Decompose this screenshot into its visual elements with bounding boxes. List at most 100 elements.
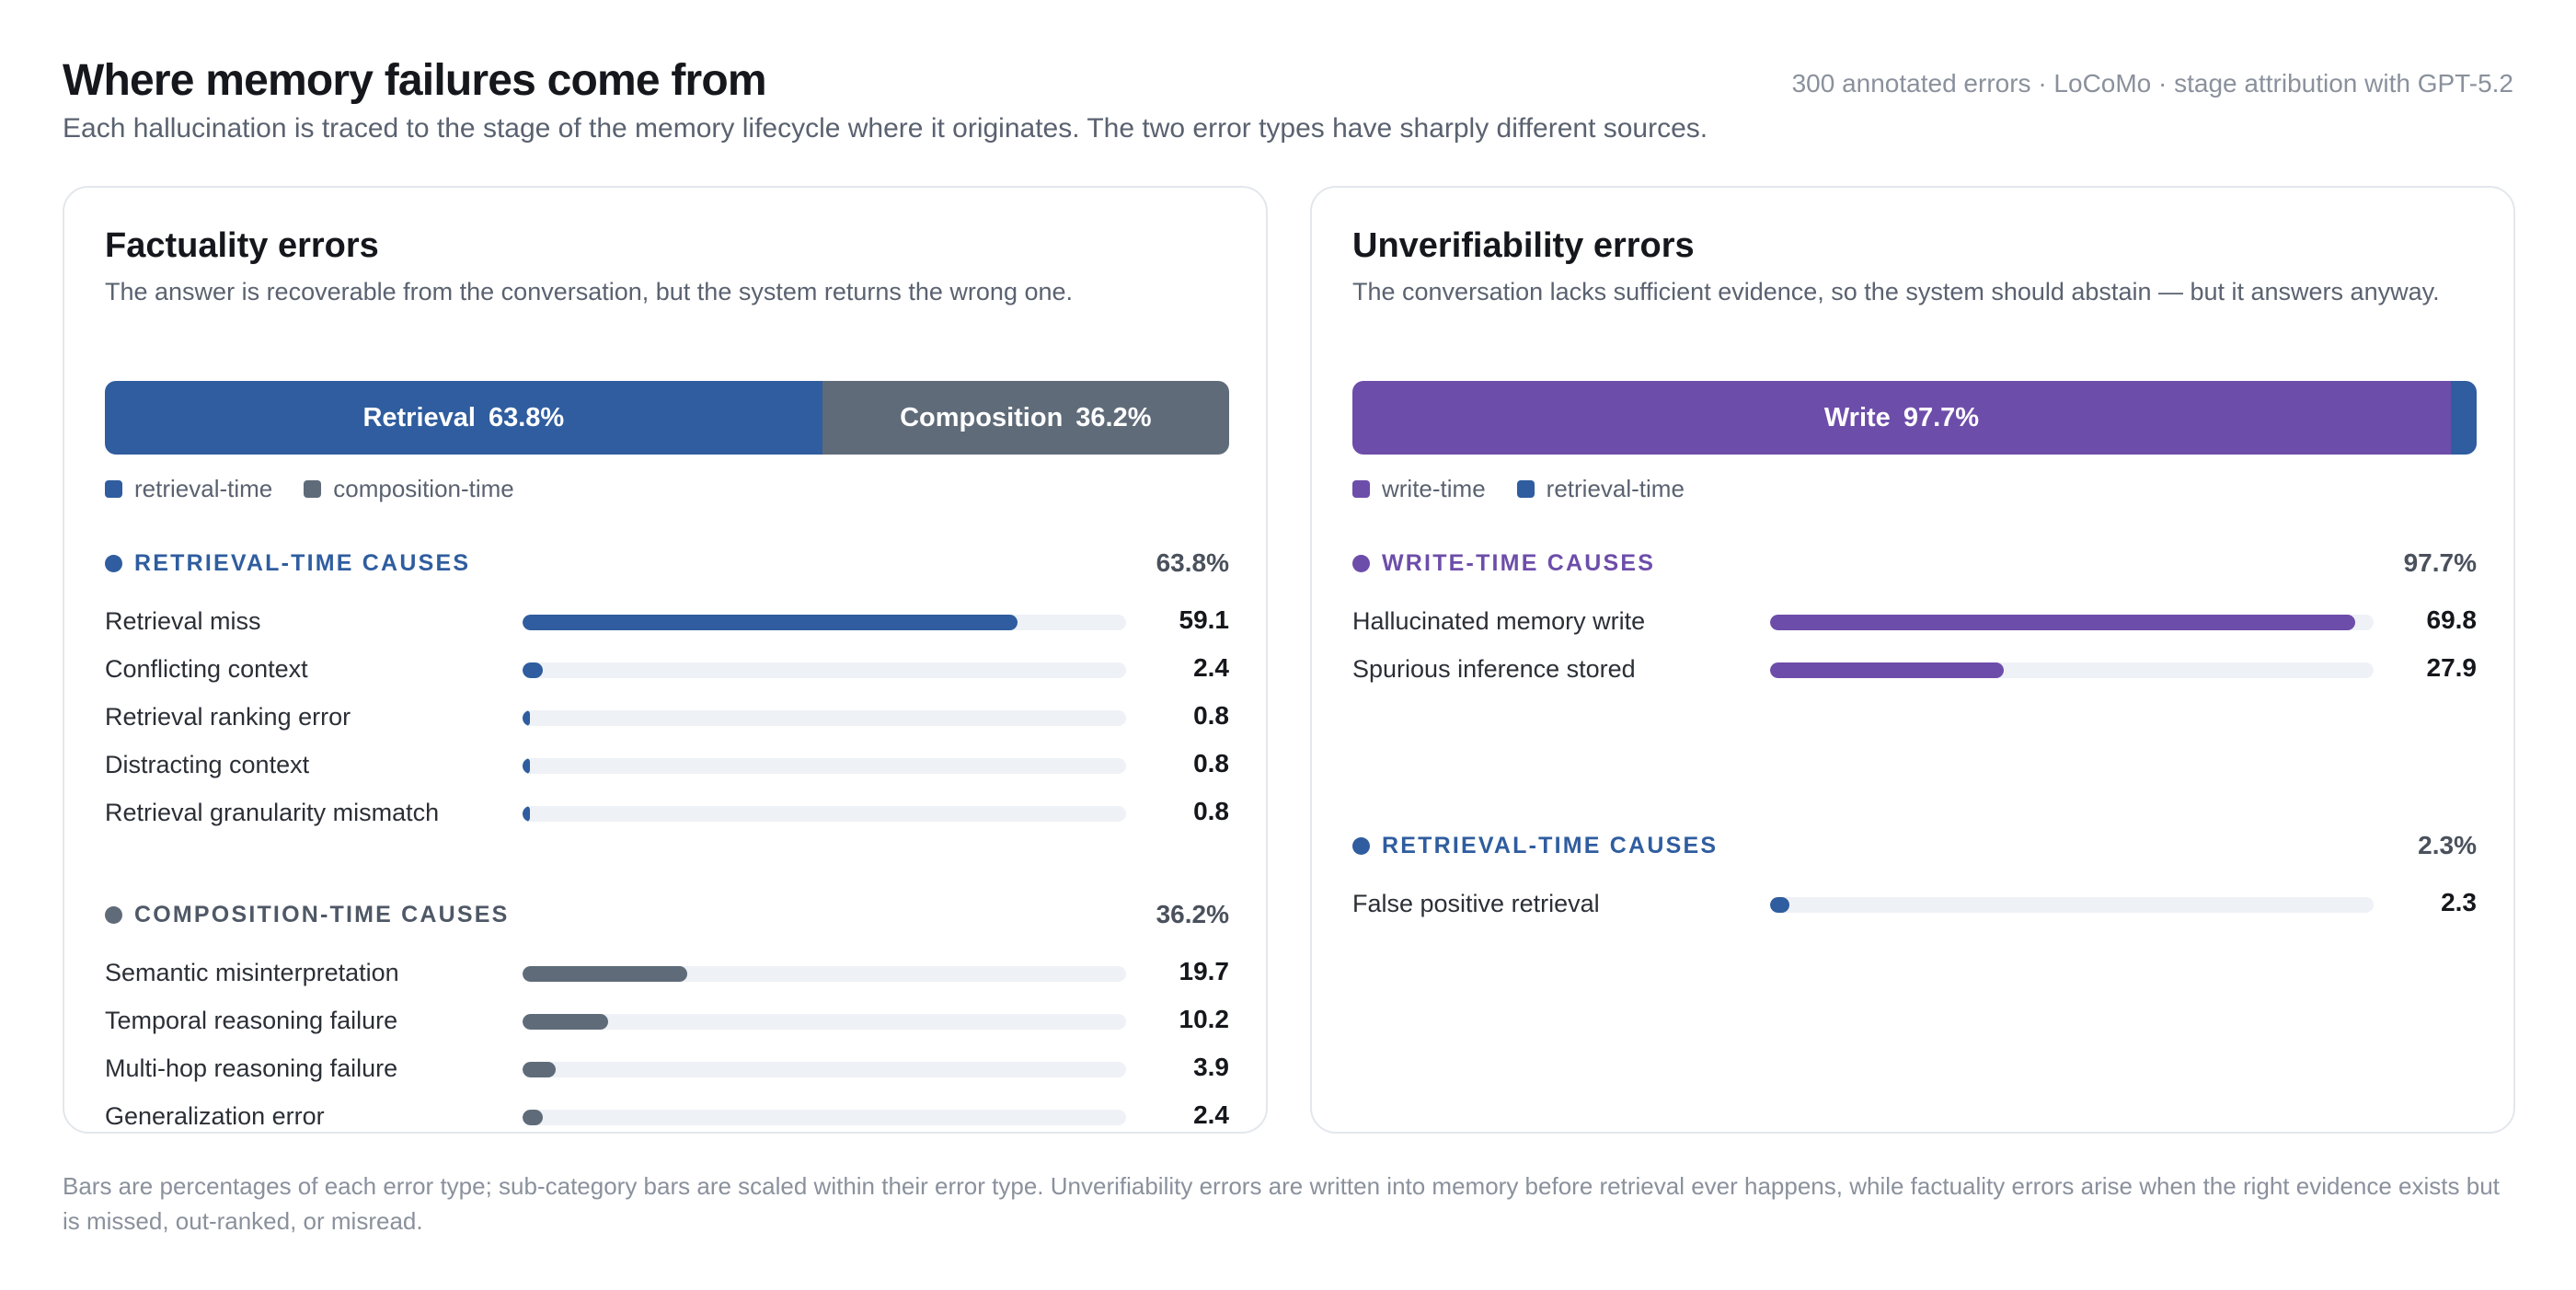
legend-label: retrieval-time: [134, 475, 273, 502]
cause-bar: [523, 1014, 608, 1030]
cause-row: Conflicting context 2.4: [105, 646, 1229, 694]
cause-bar-track: [523, 1014, 1126, 1030]
cause-row: Distracting context 0.8: [105, 742, 1229, 789]
cause-rows: False positive retrieval 2.3: [1352, 881, 2477, 928]
stage-segment: Retrieval 63.8%: [105, 381, 822, 455]
stage-segment-name: Write: [1823, 402, 1891, 432]
cause-group-header: RETRIEVAL-TIME CAUSES 63.8%: [105, 545, 1229, 582]
cause-group-header: WRITE-TIME CAUSES 97.7%: [1352, 545, 2477, 582]
legend-item: write-time: [1352, 475, 1486, 503]
panel-description: The conversation lacks sufficient eviden…: [1352, 278, 2440, 305]
cause-group-total: 63.8%: [1156, 548, 1229, 577]
cause-group-header: COMPOSITION-TIME CAUSES 36.2%: [105, 896, 1229, 933]
cause-row: Spurious inference stored 27.9: [1352, 646, 2477, 694]
cause-group-label: RETRIEVAL-TIME CAUSES: [134, 550, 471, 576]
footnote: Bars are percentages of each error type;…: [63, 1172, 2500, 1235]
stage-segment-pct: 63.8%: [488, 402, 565, 432]
cause-row: Semantic misinterpretation 19.7: [105, 950, 1229, 997]
cause-group-header: RETRIEVAL-TIME CAUSES 2.3%: [1352, 827, 2477, 864]
cause-group-label: COMPOSITION-TIME CAUSES: [134, 902, 510, 927]
legend: retrieval-time composition-time: [105, 475, 546, 503]
cause-bar: [1770, 897, 1789, 913]
legend-swatch: [304, 480, 322, 498]
stage-segment: Composition 36.2%: [822, 381, 1229, 455]
group-dot-icon: [105, 555, 122, 572]
cause-group-label: WRITE-TIME CAUSES: [1382, 550, 1656, 576]
stage-segment-name: Composition: [900, 402, 1064, 432]
stage-segment-name: Retrieval: [362, 402, 476, 432]
header: Where memory failures come from Each hal…: [63, 55, 2513, 156]
group-dot-icon: [1352, 555, 1370, 572]
page-subtitle: Each hallucination is traced to the stag…: [63, 113, 1708, 144]
cause-rows: Semantic misinterpretation 19.7 Temporal r…: [105, 950, 1229, 1141]
stage-segment: [2450, 381, 2477, 455]
cause-row: False positive retrieval 2.3: [1352, 881, 2477, 928]
stage-segment-pct: 97.7%: [1903, 402, 1980, 432]
cause-label: Retrieval ranking error: [105, 703, 351, 731]
cause-group: RETRIEVAL-TIME CAUSES 63.8% Retrieval miss…: [105, 545, 1229, 837]
cause-group: RETRIEVAL-TIME CAUSES 2.3% False positive …: [1352, 827, 2477, 928]
cause-bar: [523, 1062, 556, 1077]
cause-group: COMPOSITION-TIME CAUSES 36.2% Semantic mis…: [105, 896, 1229, 1141]
legend-item: retrieval-time: [1516, 475, 1685, 503]
cause-label: False positive retrieval: [1352, 890, 1600, 917]
cause-row: Retrieval miss 59.1: [105, 598, 1229, 646]
cause-label: Spurious inference stored: [1352, 655, 1636, 683]
cause-row: Retrieval ranking error 0.8: [105, 694, 1229, 742]
stage-segment-pct: 36.2%: [1075, 402, 1152, 432]
cause-label: Generalization error: [105, 1102, 325, 1130]
cause-bar: [523, 806, 530, 822]
legend-swatch: [105, 480, 122, 498]
panel-title: Factuality errors: [105, 226, 379, 265]
legend-label: composition-time: [333, 475, 514, 502]
cause-bar: [523, 758, 530, 774]
page-meta: 300 annotated errors · LoCoMo · stage at…: [1791, 69, 2513, 98]
cause-bar: [523, 662, 543, 678]
cause-bar-track: [523, 966, 1126, 982]
cause-bar: [523, 710, 530, 726]
cause-bar: [523, 966, 688, 982]
legend: write-time retrieval-time: [1352, 475, 1716, 503]
cause-value: 10.2: [1179, 1005, 1230, 1033]
cause-group-total: 36.2%: [1156, 900, 1229, 928]
cause-rows: Retrieval miss 59.1 Conflicting context 2.4…: [105, 598, 1229, 837]
cause-row: Retrieval granularity mismatch 0.8: [105, 789, 1229, 837]
cause-bar-track: [1770, 897, 2374, 913]
cause-value: 0.8: [1193, 701, 1229, 730]
page-title: Where memory failures come from: [63, 56, 767, 105]
stage-split-bar: Retrieval 63.8% Composition 36.2%: [105, 381, 1229, 455]
cause-bar: [523, 615, 1018, 630]
cause-value: 0.8: [1193, 749, 1229, 777]
cause-label: Retrieval miss: [105, 607, 261, 635]
cause-value: 69.8: [2426, 605, 2478, 634]
cause-bar: [523, 1110, 543, 1125]
cause-label: Multi-hop reasoning failure: [105, 1054, 398, 1082]
cause-row: Hallucinated memory write 69.8: [1352, 598, 2477, 646]
panel-title: Unverifiability errors: [1352, 226, 1695, 265]
cause-group-label: RETRIEVAL-TIME CAUSES: [1382, 833, 1719, 858]
cause-value: 27.9: [2426, 653, 2478, 682]
cause-label: Distracting context: [105, 751, 310, 778]
unverifiability-panel: Unverifiability errors The conversation l…: [1310, 186, 2515, 1134]
cause-bar-track: [523, 615, 1126, 630]
cause-bar-track: [523, 1062, 1126, 1077]
cause-label: Semantic misinterpretation: [105, 959, 399, 986]
legend-item: composition-time: [304, 475, 514, 503]
cause-bar-track: [523, 1110, 1126, 1125]
factuality-panel: Factuality errors The answer is recoverab…: [63, 186, 1268, 1134]
cause-row: Generalization error 2.4: [105, 1093, 1229, 1141]
cause-value: 59.1: [1179, 605, 1230, 634]
cause-bar: [1770, 615, 2355, 630]
legend-label: write-time: [1382, 475, 1486, 502]
cause-row: Temporal reasoning failure 10.2: [105, 997, 1229, 1045]
cause-label: Conflicting context: [105, 655, 308, 683]
legend-swatch: [1352, 480, 1370, 498]
group-dot-icon: [1352, 837, 1370, 855]
cause-bar-track: [523, 758, 1126, 774]
cause-group-total: 97.7%: [2403, 548, 2477, 577]
legend-item: retrieval-time: [105, 475, 272, 503]
cause-value: 3.9: [1193, 1053, 1229, 1081]
cause-value: 0.8: [1193, 797, 1229, 825]
cause-bar: [1770, 662, 2005, 678]
cause-group: WRITE-TIME CAUSES 97.7% Hallucinated memor…: [1352, 545, 2477, 694]
